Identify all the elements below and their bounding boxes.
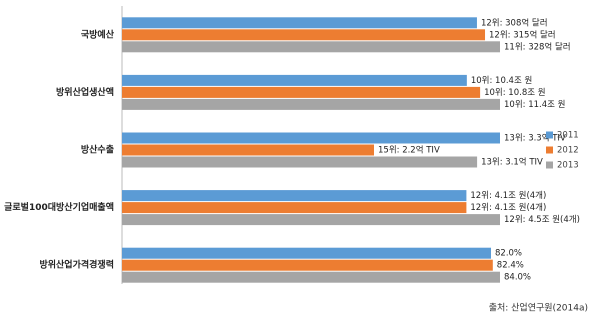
- value-label: 10위: 10.8조 원: [484, 88, 545, 98]
- bar: [122, 132, 500, 144]
- value-label: 84.0%: [504, 273, 531, 283]
- value-label: 12위: 4.5조 원(4개): [504, 214, 580, 225]
- legend-label: 2013: [557, 161, 579, 171]
- value-label: 12위: 4.1조 원(4개): [470, 190, 546, 201]
- legend-swatch: [546, 146, 553, 154]
- bar: [122, 156, 478, 168]
- bar: [122, 144, 374, 156]
- bar: [122, 17, 477, 29]
- legend-label: 2011: [557, 131, 579, 141]
- category-label: 국방예산: [81, 28, 115, 40]
- legend-label: 2012: [557, 146, 579, 156]
- category-label: 방산수출: [81, 144, 114, 156]
- bar: [122, 247, 491, 259]
- bar: [122, 86, 481, 98]
- bar: [122, 214, 500, 226]
- value-label: 13위: 3.1억 TIV: [481, 157, 543, 168]
- category-label: 방위산업가격경쟁력: [39, 259, 114, 271]
- bar: [122, 98, 500, 110]
- category-label: 방위산업생산액: [56, 86, 114, 98]
- value-label: 82.4%: [497, 261, 524, 271]
- value-label: 15위: 2.2억 TIV: [378, 145, 440, 156]
- value-label: 11위: 328억 달러: [504, 41, 571, 52]
- legend-swatch: [546, 131, 553, 139]
- bar: [122, 202, 467, 214]
- value-label: 10위: 11.4조 원: [504, 100, 565, 110]
- category-label: 글로벌100대방산기업매출액: [4, 201, 114, 213]
- value-label: 12위: 4.1조 원(4개): [470, 202, 546, 213]
- value-label: 12위: 315억 달러: [489, 29, 556, 40]
- source: 출처: 산업연구원(2014a): [489, 302, 588, 314]
- value-label: 10위: 10.4조 원: [471, 76, 532, 86]
- bar: [122, 271, 500, 283]
- bar: [122, 29, 486, 41]
- bar: [122, 190, 467, 202]
- legend-swatch: [546, 161, 553, 169]
- value-label: 12위: 308억 달러: [481, 17, 548, 28]
- bar: [122, 259, 493, 271]
- bar: [122, 74, 467, 86]
- bar: [122, 41, 500, 53]
- value-label: 13위: 3.3억 TIV: [504, 133, 566, 144]
- value-label: 82.0%: [495, 249, 522, 259]
